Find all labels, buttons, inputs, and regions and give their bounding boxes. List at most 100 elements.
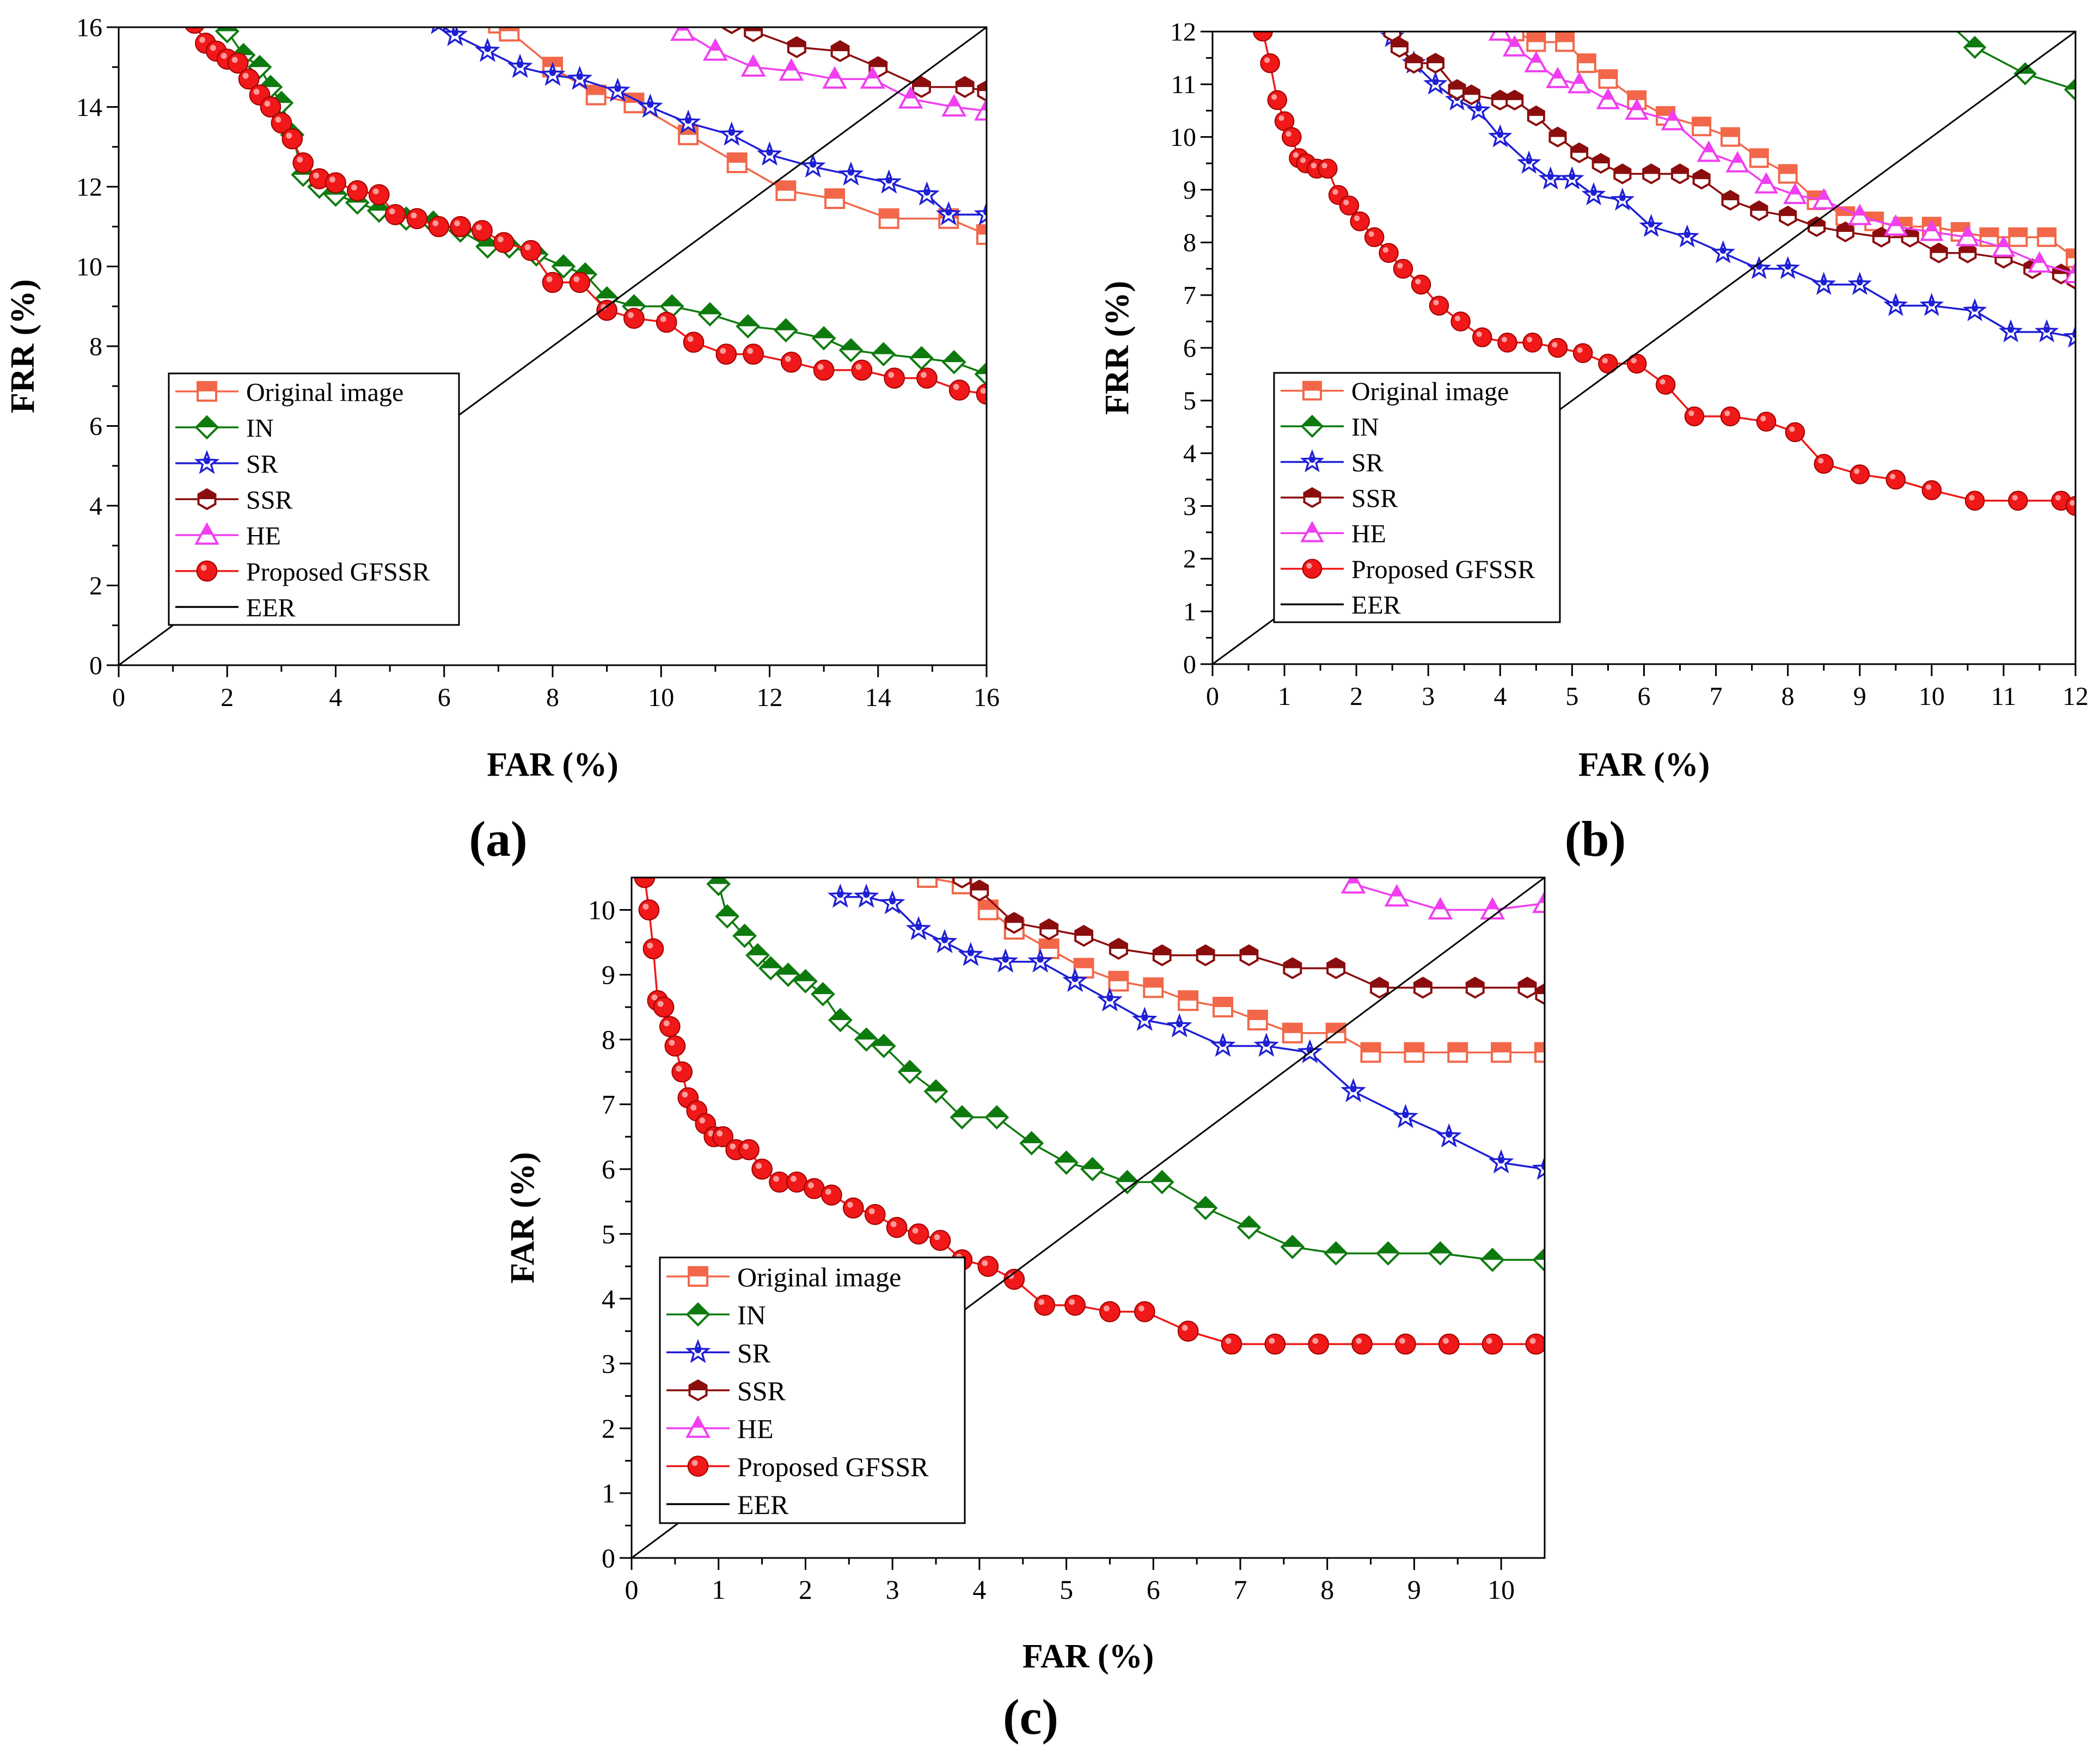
- y-tick-label: 1: [602, 1478, 615, 1508]
- legend-entry-original-image: Original image: [1281, 377, 1509, 406]
- point-sr-13: [1253, 1032, 1279, 1057]
- y-tick-label: 5: [1183, 386, 1196, 415]
- point-in-30: [941, 349, 966, 375]
- point-ssr-6: [1491, 89, 1509, 111]
- point-ssr-8: [1239, 944, 1259, 967]
- legend-label-proposed-gfssr: Proposed GFSSR: [1351, 555, 1535, 584]
- legend-label-he: HE: [246, 521, 281, 550]
- point-in-11: [366, 198, 391, 223]
- point-he-7: [1661, 109, 1685, 131]
- legend-label-in: IN: [1351, 413, 1379, 441]
- point-in-17: [1080, 1157, 1105, 1182]
- point-proposed-gfssr-2: [642, 938, 664, 960]
- point-sr-3: [507, 53, 533, 78]
- x-tick-label: 12: [757, 683, 783, 712]
- legend-marker-original-image: [688, 1266, 708, 1287]
- point-original-image-16: [1491, 1042, 1512, 1063]
- point-proposed-gfssr-19: [472, 220, 493, 241]
- ticks: 0 2 4 6 8 10 12 14 16 0 2 4 6 8 10 12 14 16: [76, 13, 1000, 712]
- point-sr-19: [1919, 293, 1944, 316]
- x-tick-label: 9: [1853, 682, 1866, 711]
- point-proposed-gfssr-19: [821, 1184, 842, 1206]
- point-original-image-11: [1282, 1022, 1303, 1044]
- x-tick-label: 5: [1565, 682, 1578, 711]
- legend-entry-ssr: SSR: [1281, 484, 1398, 513]
- point-in-9: [854, 1027, 879, 1052]
- y-tick-label: 12: [1170, 17, 1196, 46]
- point-ssr-10: [1570, 142, 1589, 163]
- point-proposed-gfssr-31: [813, 359, 835, 381]
- point-he-5: [860, 66, 885, 89]
- point-in-7: [810, 981, 835, 1007]
- point-he-11: [1783, 182, 1807, 204]
- point-he-1: [702, 38, 728, 61]
- point-in-29: [909, 346, 934, 371]
- point-sr-8: [1560, 166, 1584, 190]
- point-proposed-gfssr-6: [664, 1035, 686, 1057]
- x-axis-label: FAR (%): [1578, 746, 1710, 783]
- legend-marker-in: [685, 1302, 711, 1327]
- point-proposed-gfssr-25: [1655, 375, 1676, 395]
- point-sr-10: [1610, 187, 1635, 211]
- series-he: [670, 27, 987, 121]
- y-tick-label: 4: [1183, 439, 1196, 468]
- point-in-16: [1054, 1150, 1079, 1175]
- point-proposed-gfssr-17: [1450, 311, 1471, 332]
- point-original-image-19: [2037, 227, 2057, 247]
- point-proposed-gfssr-9: [281, 128, 303, 150]
- series-sr: [827, 883, 1545, 1180]
- legend-label-ssr: SSR: [1351, 484, 1398, 513]
- panel-label-a: (a): [469, 811, 527, 867]
- point-proposed-gfssr-23: [908, 1223, 929, 1245]
- point-sr-6: [605, 77, 630, 102]
- point-original-image-3: [1576, 53, 1596, 73]
- legend-label-sr: SR: [737, 1337, 771, 1368]
- point-sr-2: [879, 890, 905, 915]
- point-he-17: [1992, 235, 2016, 257]
- legend-label-eer: EER: [246, 593, 296, 622]
- point-sr-8: [1062, 967, 1088, 992]
- point-ssr-8: [1527, 105, 1545, 127]
- point-he-4: [1532, 890, 1545, 913]
- point-proposed-gfssr-4: [653, 996, 675, 1018]
- x-axis-label: FAR (%): [487, 746, 619, 783]
- point-proposed-gfssr-32: [851, 359, 873, 381]
- point-proposed-gfssr-12: [325, 172, 346, 194]
- point-sr-4: [540, 62, 566, 86]
- series-proposed-gfssr: [185, 27, 987, 405]
- point-he-8: [1697, 140, 1721, 162]
- point-proposed-gfssr-30: [1099, 1301, 1121, 1322]
- point-proposed-gfssr-31: [1850, 464, 1870, 484]
- point-ssr-13: [1465, 977, 1485, 999]
- point-in-19: [1149, 1170, 1174, 1194]
- y-axis-label: FAR (%): [504, 1152, 541, 1284]
- point-in-27: [1532, 1248, 1545, 1272]
- y-tick-label: 6: [1183, 334, 1196, 363]
- legend-marker-sr: [685, 1339, 711, 1364]
- x-tick-label: 6: [1147, 1574, 1160, 1605]
- point-proposed-gfssr-23: [1598, 353, 1618, 374]
- point-ssr-24: [1958, 242, 1977, 263]
- point-he-9: [1725, 151, 1750, 173]
- point-ssr-7: [1505, 89, 1524, 111]
- plot-area: [119, 27, 987, 665]
- point-proposed-gfssr-38: [1438, 1333, 1460, 1355]
- point-he-1: [1502, 35, 1527, 57]
- legend-entry-sr: SR: [175, 450, 278, 478]
- point-proposed-gfssr-18: [450, 216, 471, 237]
- point-sr-5: [958, 942, 984, 966]
- point-proposed-gfssr-33: [1921, 480, 1942, 500]
- point-proposed-gfssr-1: [638, 899, 660, 921]
- point-original-image-0: [488, 27, 509, 34]
- point-ssr-1: [1390, 36, 1409, 58]
- point-sr-13: [1711, 240, 1736, 263]
- legend-label-eer: EER: [737, 1489, 789, 1520]
- x-tick-label: 14: [865, 683, 891, 712]
- legend-marker-he: [1300, 520, 1324, 543]
- point-proposed-gfssr-18: [804, 1178, 825, 1199]
- point-original-image-20: [2066, 248, 2075, 268]
- legend-entry-eer: EER: [666, 1489, 789, 1520]
- point-in-13: [950, 1105, 975, 1130]
- x-tick-label: 0: [1206, 682, 1219, 711]
